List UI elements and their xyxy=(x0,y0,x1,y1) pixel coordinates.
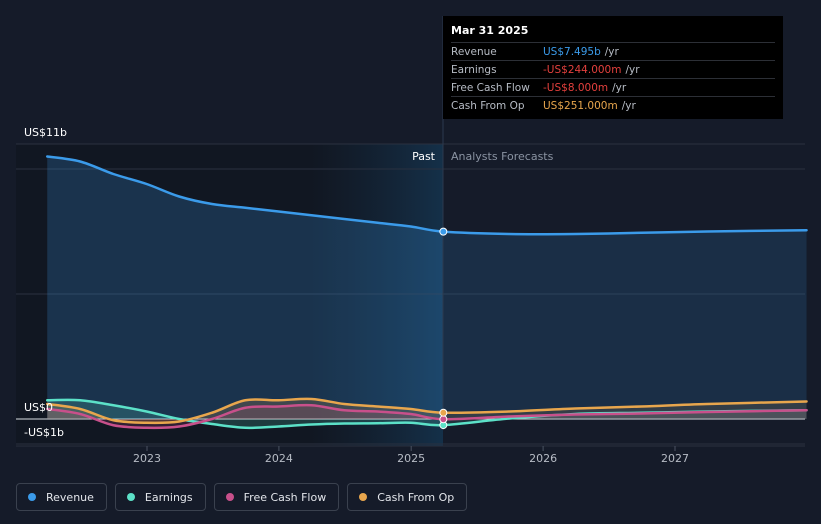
cash-from-op-line xyxy=(46,397,808,425)
past-highlight-band xyxy=(311,144,443,446)
tooltip: Mar 31 2025 Revenue US$7.495b/yr Earnings -… xyxy=(443,16,783,119)
tooltip-row-label: Revenue xyxy=(451,45,497,58)
tooltip-row-cash-from-op: Cash From Op US$251.000m/yr xyxy=(451,96,775,114)
tooltip-row-revenue: Revenue US$7.495b/yr xyxy=(451,42,775,60)
tooltip-row-value: -US$8.000m xyxy=(543,81,609,94)
tooltip-row-free-cash-flow: Free Cash Flow -US$8.000m/yr xyxy=(451,78,775,96)
x-tick-label-2025: 2025 xyxy=(397,452,425,465)
legend-dot-icon xyxy=(225,493,234,501)
tooltip-row-label: Cash From Op xyxy=(451,99,525,112)
cursor-markers xyxy=(439,227,448,430)
legend-dot-icon xyxy=(359,493,368,501)
legend-item-free-cash-flow[interactable]: Free Cash Flow xyxy=(213,483,340,511)
earnings-area-past xyxy=(47,399,443,428)
tooltip-row-label: Earnings xyxy=(451,63,497,76)
tooltip-row-value: US$7.495b xyxy=(543,45,601,58)
legend-item-cash-from-op[interactable]: Cash From Op xyxy=(347,483,468,511)
legend-label: Earnings xyxy=(144,490,193,504)
forecast-label: Analysts Forecasts xyxy=(451,150,554,163)
revenue-area-past xyxy=(47,156,443,419)
legend-label: Free Cash Flow xyxy=(243,490,327,504)
tooltip-row-earnings: Earnings -US$244.000m/yr xyxy=(451,60,775,78)
tooltip-row-value: -US$244.000m xyxy=(543,63,622,76)
tooltip-row-unit: /yr xyxy=(604,45,619,58)
free-cash-flow-marker xyxy=(439,415,448,424)
series-areas xyxy=(47,156,807,428)
legend-label: Revenue xyxy=(46,490,94,504)
tooltip-date: Mar 31 2025 xyxy=(451,24,529,37)
legend-label: Cash From Op xyxy=(377,490,455,504)
gridlines xyxy=(16,143,805,445)
x-tick-label-2027: 2027 xyxy=(661,452,689,465)
tooltip-row-unit: /yr xyxy=(612,81,627,94)
legend-item-earnings[interactable]: Earnings xyxy=(114,483,206,511)
tooltip-rows: Revenue US$7.495b/yr Earnings -US$244.000m /… xyxy=(451,42,775,114)
y-label-zero: US$0 xyxy=(24,401,53,414)
earnings-area-forecast xyxy=(443,410,807,426)
revenue-marker xyxy=(439,227,448,236)
tooltip-row-unit: /yr xyxy=(621,99,636,112)
x-tick-label-2023: 2023 xyxy=(133,452,161,465)
legend: Revenue Earnings Free Cash Flow Cash From O… xyxy=(16,483,468,511)
y-label-bottom: -US$1b xyxy=(24,426,64,439)
past-label: Past xyxy=(412,150,436,163)
free-cash-flow-line xyxy=(46,403,808,430)
series-lines xyxy=(46,155,808,430)
x-tick-label-2024: 2024 xyxy=(265,452,293,465)
tooltip-row-label: Free Cash Flow xyxy=(451,81,530,94)
legend-dot-icon xyxy=(28,493,36,501)
cash-from-op-marker xyxy=(439,408,448,417)
revenue-area-forecast xyxy=(443,230,807,419)
tooltip-row-value: US$251.000m xyxy=(543,99,618,112)
financials-chart: US$11b US$0 -US$1b Past Analysts Forecas… xyxy=(16,16,808,465)
x-axis: 2023 2024 2025 2026 2027 xyxy=(16,445,805,465)
y-label-top: US$11b xyxy=(24,126,67,139)
x-tick-label-2026: 2026 xyxy=(529,452,557,465)
legend-item-revenue[interactable]: Revenue xyxy=(16,483,107,511)
legend-dot-icon xyxy=(126,493,135,501)
revenue-line xyxy=(46,155,808,236)
tooltip-row-unit: /yr xyxy=(625,63,640,76)
